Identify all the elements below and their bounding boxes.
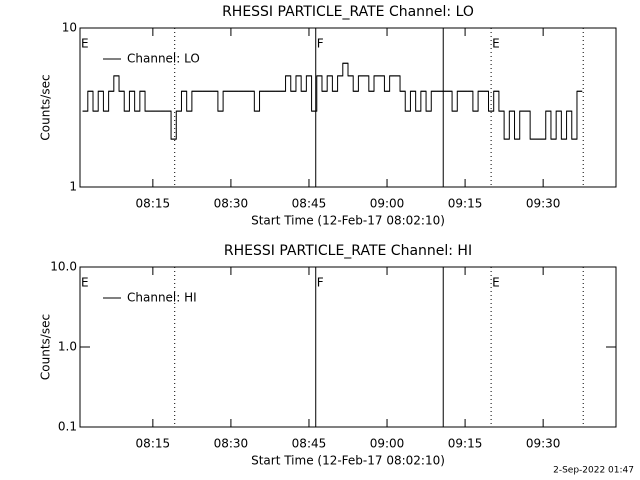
event-label: E xyxy=(492,276,500,290)
x-tick-label: 08:45 xyxy=(292,437,327,451)
x-tick-label: 08:15 xyxy=(136,437,171,451)
x-tick-label: 09:15 xyxy=(448,437,483,451)
x-tick-label: 08:45 xyxy=(292,197,327,211)
step-connector xyxy=(82,62,583,140)
x-tick-label: 08:30 xyxy=(214,197,249,211)
x-tick-label: 08:15 xyxy=(136,197,171,211)
y-tick-label: 1.0 xyxy=(58,340,77,354)
x-tick-label: 09:15 xyxy=(448,197,483,211)
x-tick-label: 09:30 xyxy=(526,197,561,211)
event-label: F xyxy=(317,37,324,51)
event-label: F xyxy=(317,276,324,290)
legend-label: Channel: HI xyxy=(127,291,197,305)
event-label: E xyxy=(492,37,500,51)
event-label: E xyxy=(81,37,89,51)
x-axis-label: Start Time (12-Feb-17 08:02:10) xyxy=(251,454,445,468)
y-axis-label: Counts/sec xyxy=(39,74,53,140)
event-label: E xyxy=(81,276,89,290)
y-tick-label: 10 xyxy=(62,21,77,35)
legend-label: Channel: LO xyxy=(127,52,200,66)
plot-frame xyxy=(79,27,617,188)
x-axis-label: Start Time (12-Feb-17 08:02:10) xyxy=(251,214,445,228)
x-tick-label: 09:00 xyxy=(370,437,405,451)
y-tick-label: 1 xyxy=(69,180,77,194)
x-tick-label: 09:00 xyxy=(370,197,405,211)
y-tick-label: 10.0 xyxy=(50,260,77,274)
chart-title: RHESSI PARTICLE_RATE Channel: LO xyxy=(222,4,474,20)
y-tick-label: 0.1 xyxy=(58,420,77,434)
footer: 2-Sep-2022 01:47 xyxy=(553,466,634,476)
chart-title: RHESSI PARTICLE_RATE Channel: HI xyxy=(224,243,472,259)
x-tick-label: 09:30 xyxy=(526,437,561,451)
y-axis-label: Counts/sec xyxy=(39,314,53,380)
x-tick-label: 08:30 xyxy=(214,437,249,451)
